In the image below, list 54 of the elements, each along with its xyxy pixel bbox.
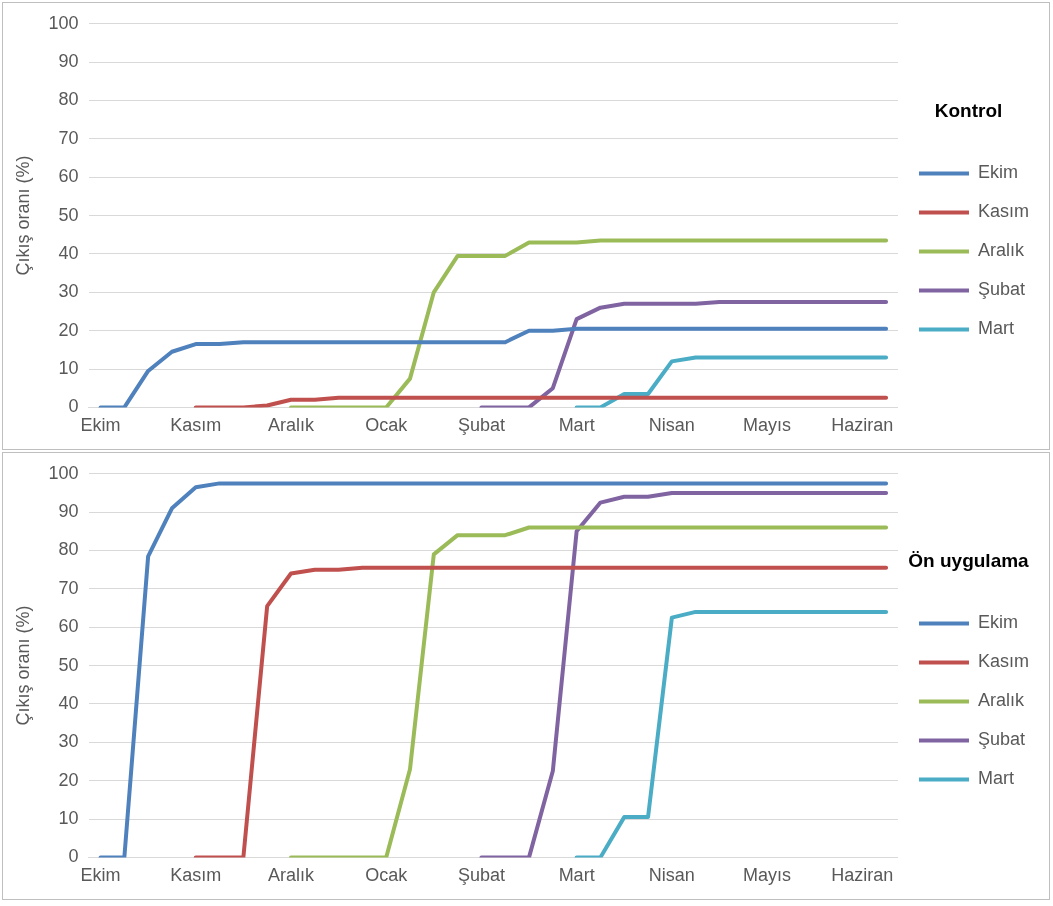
legend-title: Ön uygulama	[908, 550, 1030, 572]
x-tick-label: Aralık	[267, 865, 315, 886]
y-tick-label: 80	[58, 539, 79, 560]
x-tick-label: Ekim	[80, 415, 121, 436]
x-tick-label: Mayıs	[743, 865, 792, 886]
y-tick-label: 60	[58, 166, 79, 187]
x-tick-label: Ocak	[365, 865, 409, 886]
y-tick-label: 20	[58, 319, 79, 340]
y-tick-label: 20	[58, 769, 79, 790]
legend-title: Kontrol	[934, 100, 1003, 122]
x-tick-label: Ekim	[80, 865, 121, 886]
x-tick-label: Mart	[558, 865, 595, 886]
x-tick-label: Haziran	[831, 865, 894, 886]
y-tick-label: 70	[58, 127, 79, 148]
y-tick-label: 100	[48, 12, 79, 33]
y-tick-label: 40	[58, 692, 79, 713]
legend-label: Mart	[977, 318, 1014, 339]
x-tick-label: Mayıs	[743, 415, 792, 436]
y-tick-label: 60	[58, 616, 79, 637]
x-tick-label: Ocak	[365, 415, 409, 436]
y-tick-label: 10	[58, 808, 79, 829]
legend-label: Ekim	[977, 612, 1018, 633]
y-axis-title: Çıkış oranı (%)	[12, 155, 33, 276]
legend-label: Kasım	[977, 201, 1029, 222]
x-tick-label: Kasım	[170, 415, 222, 436]
y-tick-label: 100	[48, 462, 79, 483]
legend-label: Ekim	[977, 162, 1018, 183]
y-tick-label: 50	[58, 654, 79, 675]
y-tick-label: 70	[58, 577, 79, 598]
y-tick-label: 30	[58, 281, 79, 302]
x-tick-label: Aralık	[267, 415, 315, 436]
y-tick-label: 80	[58, 89, 79, 110]
y-tick-label: 90	[58, 501, 79, 522]
y-tick-label: 0	[68, 396, 79, 417]
y-tick-label: 10	[58, 358, 79, 379]
x-tick-label: Şubat	[457, 415, 505, 436]
legend-label: Şubat	[977, 729, 1026, 750]
y-tick-label: 40	[58, 242, 79, 263]
x-tick-label: Nisan	[648, 865, 695, 886]
legend-label: Şubat	[977, 279, 1026, 300]
legend-label: Aralık	[977, 240, 1025, 261]
x-tick-label: Nisan	[648, 415, 695, 436]
y-tick-label: 50	[58, 204, 79, 225]
y-tick-label: 0	[68, 846, 79, 867]
y-tick-label: 90	[58, 51, 79, 72]
y-tick-label: 30	[58, 731, 79, 752]
x-tick-label: Kasım	[170, 865, 222, 886]
legend-label: Mart	[977, 768, 1014, 789]
y-axis-title: Çıkış oranı (%)	[12, 605, 33, 726]
x-tick-label: Mart	[558, 415, 595, 436]
legend-label: Aralık	[977, 690, 1025, 711]
legend-label: Kasım	[977, 651, 1029, 672]
x-tick-label: Şubat	[457, 865, 505, 886]
x-tick-label: Haziran	[831, 415, 894, 436]
